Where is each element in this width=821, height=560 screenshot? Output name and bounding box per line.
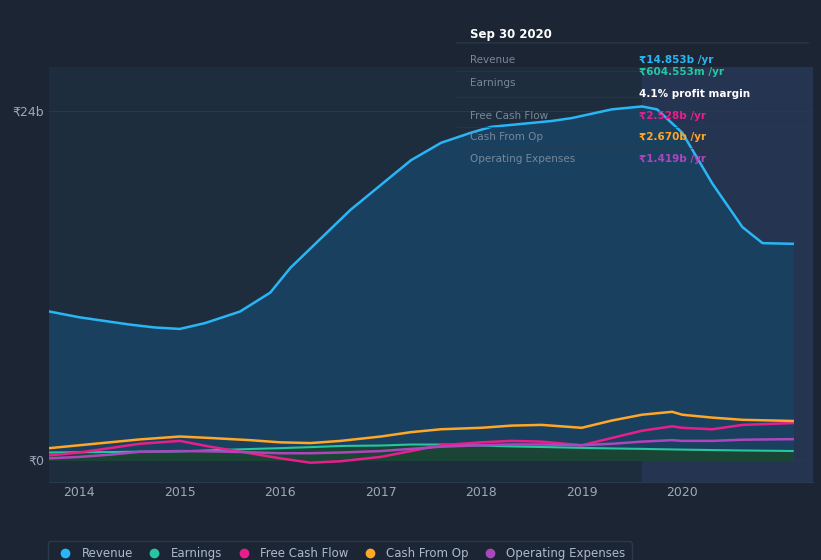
Text: ₹14.853b /yr: ₹14.853b /yr [640, 55, 713, 65]
Text: Operating Expenses: Operating Expenses [470, 154, 575, 164]
Text: 4.1% profit margin: 4.1% profit margin [640, 89, 750, 99]
Legend: Revenue, Earnings, Free Cash Flow, Cash From Op, Operating Expenses: Revenue, Earnings, Free Cash Flow, Cash … [48, 542, 631, 560]
Text: ₹604.553m /yr: ₹604.553m /yr [640, 67, 724, 77]
Text: Earnings: Earnings [470, 78, 516, 88]
Text: ₹2.528b /yr: ₹2.528b /yr [640, 111, 706, 121]
Text: Revenue: Revenue [470, 55, 515, 65]
Bar [642, 67, 813, 482]
Text: Cash From Op: Cash From Op [470, 132, 543, 142]
Text: Free Cash Flow: Free Cash Flow [470, 111, 548, 121]
Text: ₹2.670b /yr: ₹2.670b /yr [640, 132, 706, 142]
Text: Sep 30 2020: Sep 30 2020 [470, 28, 552, 41]
Text: ₹1.419b /yr: ₹1.419b /yr [640, 154, 706, 164]
